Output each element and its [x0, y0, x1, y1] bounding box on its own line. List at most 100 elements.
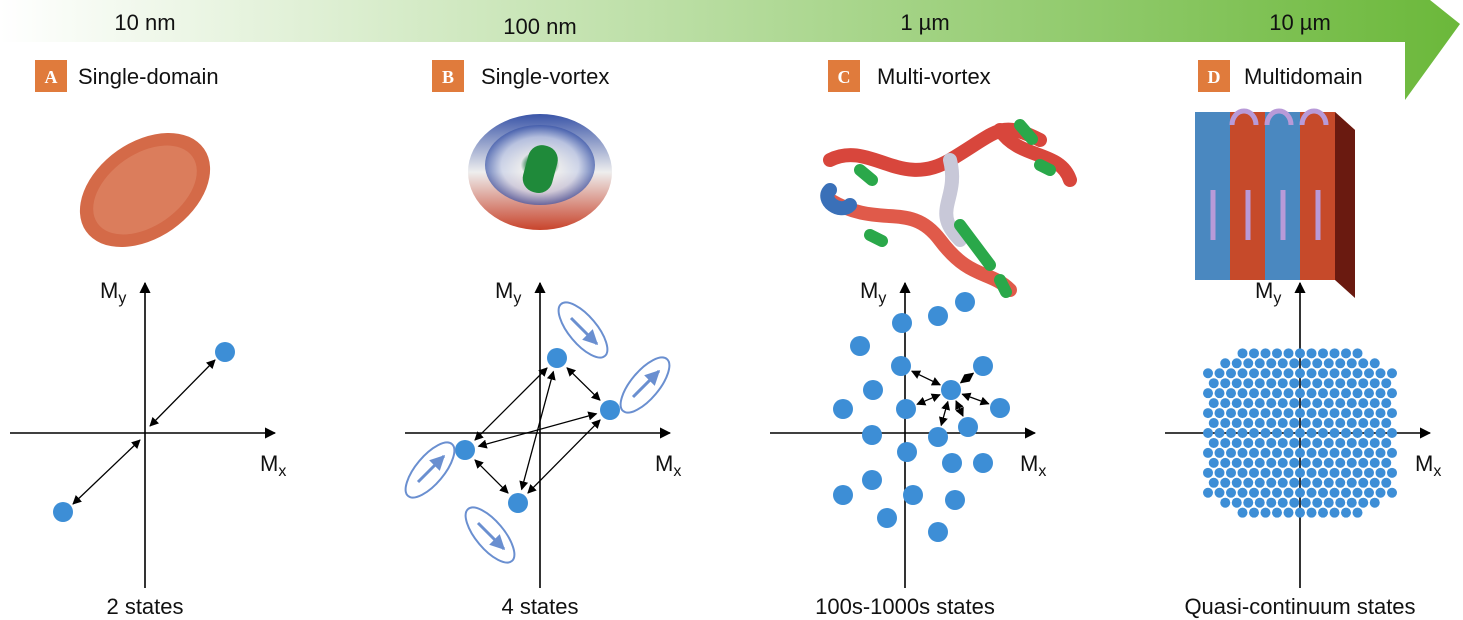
state-dot	[896, 399, 916, 419]
axis-subscript: y	[513, 290, 521, 307]
state-dot	[1312, 358, 1322, 368]
state-dot	[1381, 458, 1391, 468]
state-dot	[1324, 378, 1334, 388]
state-dot	[1232, 438, 1242, 448]
state-dot	[942, 453, 962, 473]
state-dot	[955, 292, 975, 312]
state-dot	[1289, 398, 1299, 408]
state-dot	[1266, 478, 1276, 488]
state-dot	[1353, 448, 1363, 458]
state-dot	[1266, 418, 1276, 428]
state-dot	[1364, 408, 1374, 418]
state-dot	[1312, 398, 1322, 408]
state-dot	[1341, 428, 1351, 438]
state-dot	[1353, 468, 1363, 478]
state-dot	[1238, 368, 1248, 378]
state-dot	[1226, 368, 1236, 378]
state-dot	[1255, 398, 1265, 408]
state-dot	[1358, 398, 1368, 408]
state-dot	[53, 502, 73, 522]
state-dot	[1220, 498, 1230, 508]
state-dot	[1249, 468, 1259, 478]
state-dot	[1220, 398, 1230, 408]
state-count: Quasi-continuum states	[1184, 594, 1415, 619]
state-dot	[1347, 398, 1357, 408]
state-dot	[1353, 488, 1363, 498]
state-dot	[1255, 438, 1265, 448]
state-dot	[1243, 498, 1253, 508]
transition-arrow	[962, 394, 988, 404]
state-dot	[1284, 348, 1294, 358]
state-dot	[1238, 488, 1248, 498]
transition-arrow	[475, 368, 547, 440]
transition-arrow	[475, 460, 508, 493]
state-dot	[1278, 418, 1288, 428]
state-dot	[1295, 368, 1305, 378]
state-dot	[1266, 398, 1276, 408]
state-dot	[1318, 448, 1328, 458]
state-dot	[1330, 368, 1340, 378]
multidomain-cube	[1195, 111, 1355, 298]
state-dot	[1364, 368, 1374, 378]
x-axis-label: Mx	[1020, 451, 1046, 480]
state-dot	[1226, 408, 1236, 418]
state-dot	[877, 508, 897, 528]
state-dot	[1203, 368, 1213, 378]
state-dot	[1353, 348, 1363, 358]
state-dot	[1358, 458, 1368, 468]
state-dot	[928, 306, 948, 326]
state-dot	[1324, 398, 1334, 408]
state-dot	[547, 348, 567, 368]
state-dot	[1301, 458, 1311, 468]
transition-arrow	[567, 368, 600, 400]
state-dot	[1284, 428, 1294, 438]
transition-arrow	[956, 401, 963, 416]
state-dot	[1353, 408, 1363, 418]
state-dot	[1324, 438, 1334, 448]
state-dot	[1232, 478, 1242, 488]
state-dot	[1335, 498, 1345, 508]
state-dot	[1318, 408, 1328, 418]
state-dot	[1238, 388, 1248, 398]
state-dot	[990, 398, 1010, 418]
axis-subscript: y	[118, 290, 126, 307]
state-dot	[1261, 408, 1271, 418]
state-dot	[455, 440, 475, 460]
state-dot	[1370, 418, 1380, 428]
state-dot	[1335, 398, 1345, 408]
state-dot	[1209, 378, 1219, 388]
single-vortex-image	[468, 114, 612, 230]
state-dot	[1243, 438, 1253, 448]
state-dot	[1341, 348, 1351, 358]
single-domain-image	[58, 109, 231, 270]
state-dot	[1220, 418, 1230, 428]
state-dot	[1261, 508, 1271, 518]
state-dot	[1284, 368, 1294, 378]
state-dot	[1318, 368, 1328, 378]
state-dot	[1358, 418, 1368, 428]
state-dot	[1312, 378, 1322, 388]
state-dot	[1318, 508, 1328, 518]
state-dot	[1330, 508, 1340, 518]
state-dot	[1364, 448, 1374, 458]
state-dot	[1307, 428, 1317, 438]
state-dot	[850, 336, 870, 356]
state-dot	[1387, 428, 1397, 438]
state-dot	[862, 470, 882, 490]
transition-arrow	[961, 373, 974, 383]
state-dot	[1249, 348, 1259, 358]
axis-symbol: M	[1255, 278, 1273, 303]
state-dot	[1387, 368, 1397, 378]
state-dot	[1249, 508, 1259, 518]
moment-arrow	[418, 456, 444, 482]
state-dot	[1330, 388, 1340, 398]
state-count: 100s-1000s states	[815, 594, 995, 619]
state-dot	[1387, 488, 1397, 498]
state-dot	[1370, 398, 1380, 408]
state-dot	[1307, 448, 1317, 458]
state-dot	[1358, 478, 1368, 488]
state-dot	[1284, 488, 1294, 498]
state-dot	[1209, 478, 1219, 488]
state-dot	[1232, 378, 1242, 388]
state-dot	[1289, 358, 1299, 368]
